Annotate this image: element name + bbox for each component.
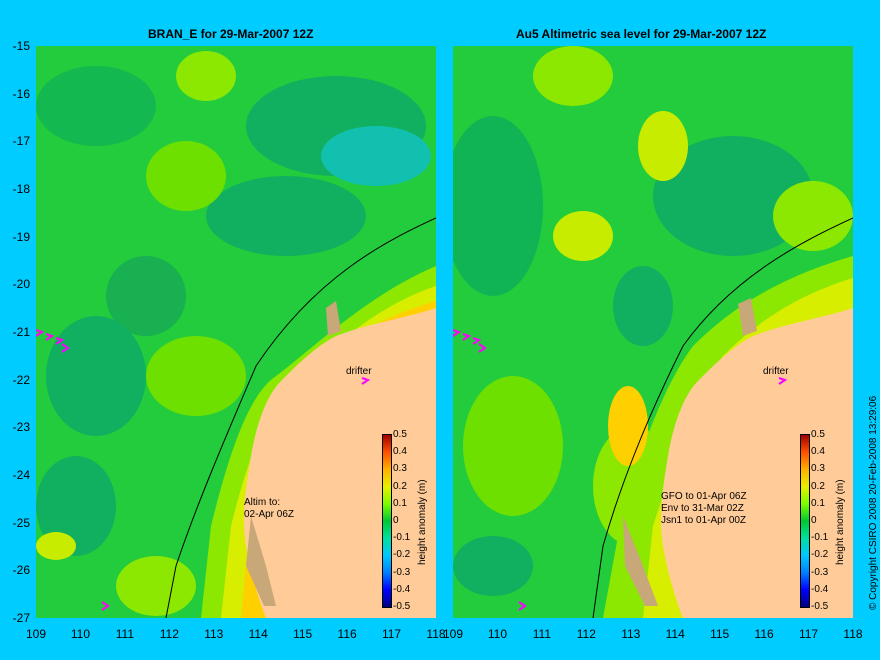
- colorbar-tick-label: 0.3: [393, 463, 407, 475]
- right-x-tick-label: 118: [843, 627, 863, 641]
- colorbar-tick-label: 0.2: [811, 480, 825, 492]
- colorbar-tick-label: 0.2: [393, 480, 407, 492]
- right-x-tick-label: 115: [710, 627, 730, 641]
- y-tick-label: -16: [12, 86, 30, 101]
- colorbar-tick-label: 0.5: [393, 429, 407, 440]
- colorbar-tick-label: 0.3: [811, 463, 825, 475]
- left-x-tick-label: 117: [381, 627, 402, 641]
- colorbar-tick-label: -0.3: [393, 566, 411, 578]
- colorbar-tick-label: 0.1: [811, 497, 825, 509]
- left-x-tick-label: 115: [293, 627, 313, 641]
- y-tick-label: -27: [12, 611, 30, 625]
- right-x-tick-label: 117: [798, 627, 819, 641]
- y-tick-label: -19: [12, 229, 30, 244]
- left-x-tick-label: 113: [204, 627, 224, 641]
- colorbar-tick-label: 0.5: [811, 429, 825, 440]
- y-tick-label: -20: [12, 277, 30, 292]
- right-x-tick-label: 109: [442, 627, 464, 641]
- right-x-tick-label: 113: [621, 627, 641, 641]
- colorbar-tick-label: 0: [393, 515, 399, 526]
- right-map-title: Au5 Altimetric sea level for 29-Mar-2007…: [516, 27, 767, 41]
- right-map[interactable]: drifter GFO to 01-Apr 06Z Env to 31-Mar …: [453, 46, 853, 618]
- left-altim-note: Altim to: 02-Apr 06Z: [244, 497, 295, 520]
- y-tick-label: -18: [12, 182, 30, 196]
- right-x-tick-label: 114: [665, 627, 685, 641]
- y-tick-label: -17: [12, 134, 30, 149]
- left-x-tick-label: 116: [337, 627, 357, 641]
- copyright-credit: © Copyright CSIRO 2008 20-Feb-2008 13:29…: [868, 395, 879, 610]
- colorbar-tick-label: -0.3: [811, 566, 829, 578]
- colorbar-tick-label: -0.2: [393, 549, 411, 561]
- left-map[interactable]: drifter Altim to: 02-Apr 06Z: [36, 46, 436, 618]
- left-x-tick-label: 110: [70, 627, 90, 641]
- right-drifter-label: drifter: [763, 366, 789, 377]
- colorbar-tick-label: -0.4: [393, 583, 411, 595]
- left-colorbar-title: height anomaly (m): [417, 479, 428, 565]
- right-x-tick-label: 116: [754, 627, 774, 641]
- colorbar-tick-label: -0.1: [811, 532, 829, 544]
- y-tick-label: -24: [12, 468, 30, 482]
- left-x-tick-label: 118: [426, 627, 446, 641]
- y-tick-label: -22: [12, 372, 30, 387]
- right-x-tick-label: 110: [487, 627, 507, 641]
- right-x-tick-label: 111: [532, 627, 551, 641]
- left-map-title: BRAN_E for 29-Mar-2007 12Z: [148, 27, 314, 41]
- left-x-tick-label: 111: [115, 627, 134, 641]
- colorbar-tick-label: 0: [811, 515, 817, 526]
- y-tick-label: -26: [12, 563, 30, 578]
- colorbar-tick-label: 0.4: [811, 446, 825, 458]
- y-tick-label: -25: [12, 515, 30, 530]
- left-x-tick-label: 109: [25, 627, 47, 641]
- colorbar-tick-label: 0.1: [393, 497, 407, 509]
- y-tick-label: -23: [12, 420, 30, 435]
- left-x-tick-label: 114: [248, 627, 268, 641]
- colorbar-tick-label: -0.5: [811, 601, 829, 612]
- colorbar-tick-label: -0.2: [811, 549, 829, 561]
- y-tick-label: -21: [12, 325, 30, 339]
- left-colorbar: [382, 434, 392, 608]
- right-colorbar-title: height anomaly (m): [835, 479, 846, 565]
- colorbar-tick-label: 0.4: [393, 446, 407, 458]
- right-altim-note: GFO to 01-Apr 06Z Env to 31-Mar 02Z Jsn1…: [661, 491, 747, 526]
- colorbar-tick-label: -0.4: [811, 583, 829, 595]
- right-colorbar: [800, 434, 810, 608]
- y-tick-label: -15: [12, 39, 30, 53]
- left-drifter-label: drifter: [346, 366, 372, 377]
- colorbar-tick-label: -0.5: [393, 601, 411, 612]
- left-map-canvas: [36, 46, 436, 618]
- colorbar-tick-label: -0.1: [393, 532, 411, 544]
- right-map-canvas: [453, 46, 853, 618]
- left-x-tick-label: 112: [159, 627, 179, 641]
- right-x-tick-label: 112: [576, 627, 596, 641]
